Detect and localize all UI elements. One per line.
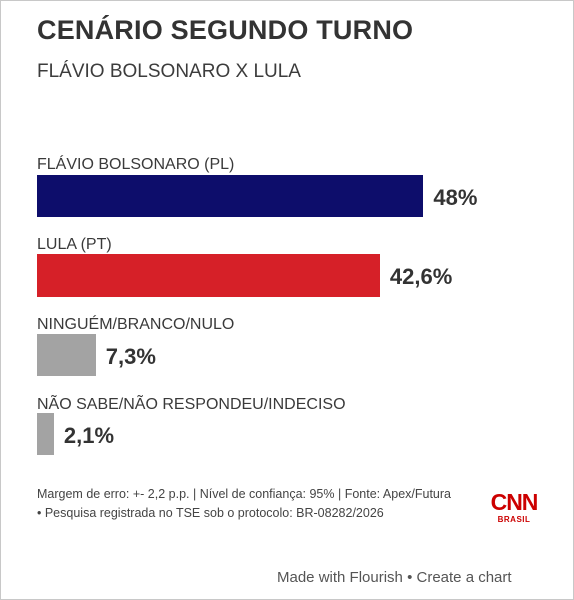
flourish-credits: Made with Flourish • Create a chart [277, 569, 512, 586]
bar-lula [37, 254, 380, 297]
cnn-brasil-logo: CNN BRASIL [487, 489, 541, 529]
chart-subtitle: FLÁVIO BOLSONARO X LULA [37, 61, 301, 82]
footnote: Margem de erro: +- 2,2 p.p. | Nível de c… [37, 487, 452, 520]
category-label-bolsonaro: FLÁVIO BOLSONARO (PL) [37, 156, 235, 173]
category-label-nao-sabe-indeciso: NÃO SABE/NÃO RESPONDEU/INDECISO [37, 396, 346, 413]
value-label-bolsonaro: 48% [433, 185, 478, 210]
value-label-ninguem-branco-nulo: 7,3% [105, 344, 156, 369]
bar-nao-sabe-indeciso [37, 413, 54, 455]
chart-title: CENÁRIO SEGUNDO TURNO [37, 15, 414, 45]
credits-separator: • [407, 569, 413, 586]
logo-sub-text: BRASIL [497, 515, 531, 524]
value-label-nao-sabe-indeciso: 2,1% [63, 423, 115, 448]
value-label-lula: 42,6% [389, 264, 453, 289]
logo-brand-text: CNN [490, 489, 539, 515]
category-label-ninguem-branco-nulo: NINGUÉM/BRANCO/NULO [37, 316, 235, 333]
create-chart-link[interactable]: Create a chart [416, 569, 512, 586]
bar-ninguem-branco-nulo [37, 334, 96, 376]
category-label-lula: LULA (PT) [37, 236, 112, 253]
bar-bolsonaro [37, 175, 424, 217]
made-with-flourish-link[interactable]: Made with Flourish [277, 569, 403, 586]
